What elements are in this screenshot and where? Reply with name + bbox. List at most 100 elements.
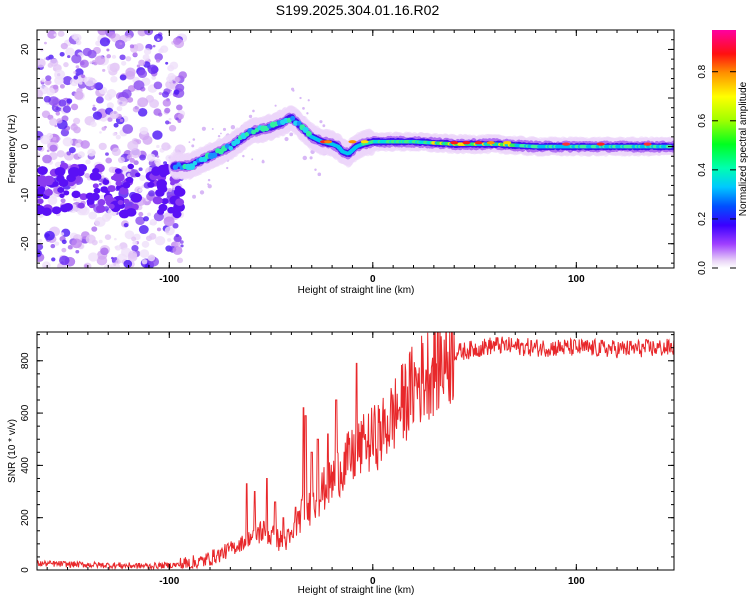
noise-blob (60, 42, 68, 50)
noise-blob (166, 76, 173, 82)
noise-blob (156, 179, 168, 189)
noise-blob (84, 76, 96, 87)
noise-blob (177, 119, 182, 123)
noise-blob (188, 141, 191, 143)
noise-blob (118, 209, 130, 219)
noise-blob (139, 174, 146, 181)
noise-blob (84, 264, 88, 268)
noise-blob (133, 160, 139, 166)
noise-blob (77, 151, 85, 158)
noise-blob (172, 80, 176, 84)
noise-blob (79, 59, 89, 68)
noise-blob (55, 106, 59, 111)
noise-blob (115, 134, 121, 140)
noise-blob (108, 203, 115, 209)
noise-blob (107, 185, 116, 193)
spectrogram-x-label: Height of straight line (km) (298, 285, 415, 296)
noise-blob (167, 238, 172, 242)
noise-blob (127, 163, 135, 170)
hot-spot (486, 141, 495, 145)
noise-blob (74, 68, 84, 77)
noise-blob (59, 204, 70, 213)
colorbar: 0.0 0.2 0.4 0.6 0.8 Normalized spectral ampl… (697, 30, 749, 275)
ridge-dot (188, 163, 196, 170)
noise-blob (57, 187, 65, 194)
snr-y-tick-label: 600 (20, 404, 31, 421)
noise-blob (157, 198, 163, 204)
noise-blob (137, 107, 148, 117)
noise-blob (309, 156, 313, 160)
noise-blob (138, 167, 143, 172)
noise-blob (156, 144, 160, 149)
hot-spot (503, 141, 512, 145)
noise-blob (104, 194, 114, 203)
spectrogram-y-tick-label: 20 (20, 43, 31, 55)
noise-blob (62, 137, 73, 147)
noise-blob (37, 198, 44, 205)
noise-blob (49, 118, 58, 126)
noise-blob (141, 240, 150, 248)
noise-blob (104, 234, 112, 241)
noise-blob (153, 221, 157, 225)
noise-blob (79, 193, 88, 201)
noise-blob (172, 210, 182, 219)
noise-blob (207, 178, 211, 182)
noise-blob (106, 48, 110, 52)
ridge-dot (234, 138, 241, 145)
spectrogram-marks (37, 30, 674, 268)
noise-blob (56, 150, 65, 158)
noise-blob (167, 64, 175, 72)
noise-blob (138, 211, 144, 217)
noise-blob (302, 107, 305, 110)
noise-blob (132, 52, 138, 57)
noise-blob (143, 48, 152, 55)
spectrogram-y-tick-label: 10 (20, 92, 31, 104)
noise-blob (114, 245, 118, 249)
noise-blob (77, 202, 85, 209)
noise-blob (71, 238, 82, 249)
noise-blob (119, 42, 123, 45)
noise-blob (145, 235, 153, 242)
noise-blob (154, 235, 166, 246)
noise-blob (126, 96, 134, 103)
noise-blob (165, 80, 175, 89)
noise-blob (124, 230, 135, 240)
noise-blob (109, 110, 119, 120)
noise-blob (251, 158, 254, 161)
noise-blob (111, 147, 121, 157)
noise-blob (113, 263, 117, 267)
noise-blob (49, 144, 58, 152)
noise-blob (167, 206, 176, 214)
noise-blob (37, 58, 46, 68)
noise-blob (88, 252, 99, 262)
noise-blob (66, 151, 72, 156)
hot-spot (360, 140, 369, 144)
noise-blob (131, 244, 139, 252)
spectrogram-y-tick-label: 0 (20, 143, 31, 149)
noise-blob (99, 131, 102, 134)
noise-blob (113, 237, 117, 241)
noise-blob (172, 245, 183, 255)
noise-blob (119, 186, 129, 195)
noise-blob (70, 103, 79, 111)
noise-blob (105, 152, 109, 156)
noise-blob (81, 74, 86, 79)
noise-blob (51, 257, 56, 262)
noise-blob (159, 171, 168, 178)
noise-blob (139, 126, 149, 135)
ridge-dot (290, 115, 296, 121)
noise-blob (49, 58, 59, 67)
noise-blob (132, 106, 140, 113)
hot-spot (324, 140, 333, 144)
noise-blob (115, 259, 121, 265)
noise-blob (92, 111, 103, 120)
noise-blob (70, 123, 78, 131)
noise-blob (149, 222, 153, 225)
noise-blob (52, 84, 59, 90)
noise-blob (156, 227, 162, 232)
noise-blob (131, 236, 137, 242)
noise-blob (45, 87, 55, 96)
noise-blob (132, 240, 138, 246)
noise-blob (46, 79, 52, 85)
